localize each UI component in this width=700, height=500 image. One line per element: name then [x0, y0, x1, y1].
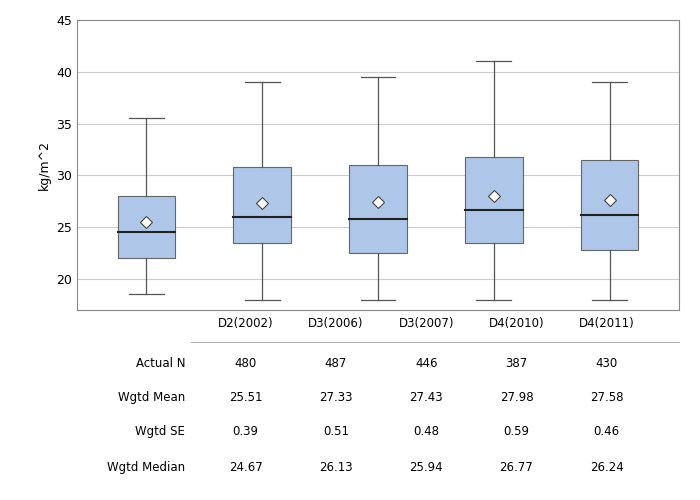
Text: D4(2010): D4(2010): [489, 317, 545, 330]
Text: 430: 430: [596, 356, 618, 370]
Bar: [580, 160, 638, 250]
Text: 480: 480: [234, 356, 257, 370]
Text: 26.13: 26.13: [319, 461, 353, 474]
Bar: [349, 165, 407, 253]
Text: 0.39: 0.39: [232, 425, 258, 438]
Bar: [118, 196, 176, 258]
Text: 25.51: 25.51: [229, 391, 262, 404]
Text: 0.51: 0.51: [323, 425, 349, 438]
Text: 0.59: 0.59: [503, 425, 529, 438]
Text: D3(2007): D3(2007): [398, 317, 454, 330]
Text: Wgtd Median: Wgtd Median: [107, 461, 186, 474]
Text: 487: 487: [325, 356, 347, 370]
Text: D4(2011): D4(2011): [579, 317, 635, 330]
Text: 25.94: 25.94: [410, 461, 443, 474]
Text: 26.24: 26.24: [590, 461, 624, 474]
Bar: [233, 167, 291, 242]
Text: 27.58: 27.58: [590, 391, 624, 404]
Text: 387: 387: [505, 356, 528, 370]
Text: 26.77: 26.77: [500, 461, 533, 474]
Text: 0.46: 0.46: [594, 425, 620, 438]
Text: D3(2006): D3(2006): [308, 317, 363, 330]
Text: 27.33: 27.33: [319, 391, 353, 404]
Text: 27.43: 27.43: [410, 391, 443, 404]
Text: D2(2002): D2(2002): [218, 317, 274, 330]
Y-axis label: kg/m^2: kg/m^2: [38, 140, 50, 190]
Bar: [465, 156, 523, 242]
Text: 27.98: 27.98: [500, 391, 533, 404]
Text: 446: 446: [415, 356, 438, 370]
Text: Wgtd SE: Wgtd SE: [136, 425, 186, 438]
Text: 24.67: 24.67: [229, 461, 262, 474]
Text: Actual N: Actual N: [136, 356, 186, 370]
Text: Wgtd Mean: Wgtd Mean: [118, 391, 186, 404]
Text: 0.48: 0.48: [413, 425, 439, 438]
